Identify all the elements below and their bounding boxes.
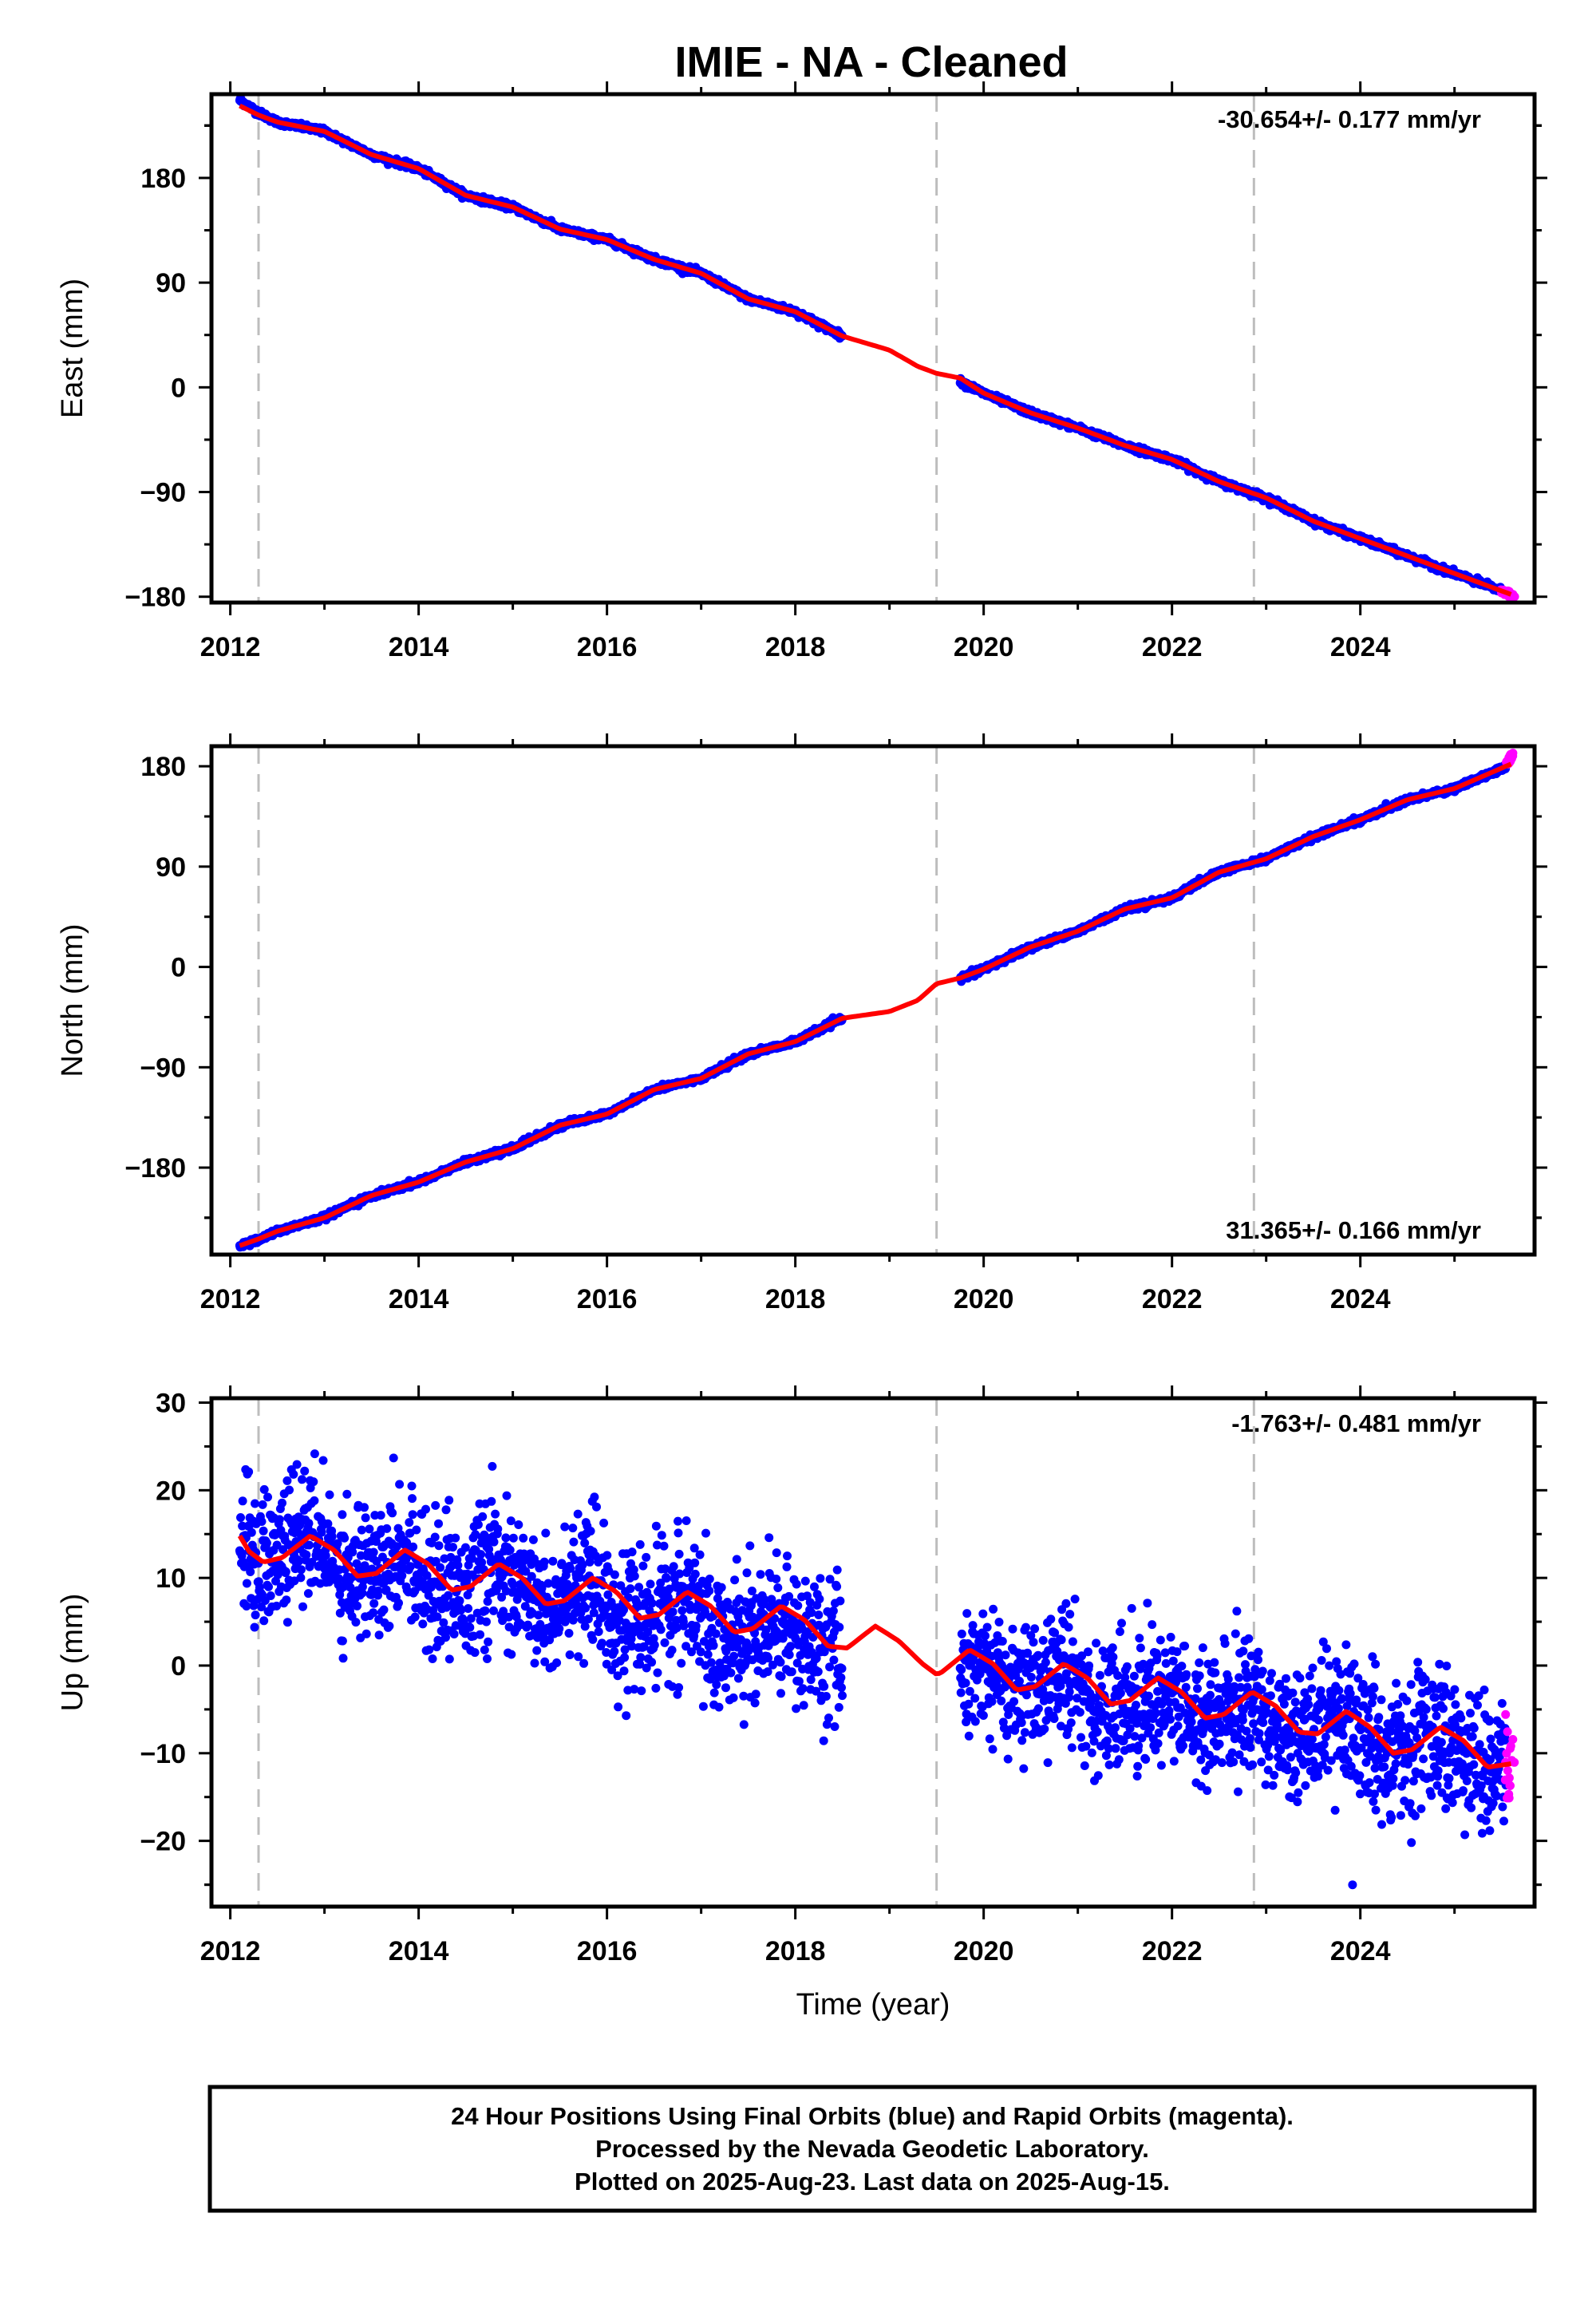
east-data-layer xyxy=(235,94,1519,603)
chart-title: IMIE - NA - Cleaned xyxy=(674,38,1068,86)
east-y-tick-label: 90 xyxy=(156,268,186,298)
east-velocity-label: -30.654+/- 0.177 mm/yr xyxy=(1218,105,1481,133)
east-y-tick-label: −90 xyxy=(140,478,186,508)
east-x-tick-label: 2024 xyxy=(1330,632,1391,662)
east-y-tick-label: −180 xyxy=(124,583,186,613)
east-panel: 2012 2014 2016 2018 2020 2022 2024 −180 −90 0 90 18… xyxy=(56,81,1547,662)
north-data-layer xyxy=(235,749,1518,1251)
east-x-tick-label: 2012 xyxy=(200,632,261,662)
east-x-tick-label: 2020 xyxy=(954,632,1014,662)
east-y-axis-label: East (mm) xyxy=(56,279,89,418)
east-x-tick-label: 2018 xyxy=(765,632,826,662)
east-y-tick-label: 0 xyxy=(171,373,186,403)
east-x-tick-label: 2022 xyxy=(1142,632,1203,662)
east-x-tick-label: 2014 xyxy=(389,632,449,662)
east-x-tick-label: 2016 xyxy=(577,632,638,662)
east-y-tick-label: 180 xyxy=(140,164,186,194)
